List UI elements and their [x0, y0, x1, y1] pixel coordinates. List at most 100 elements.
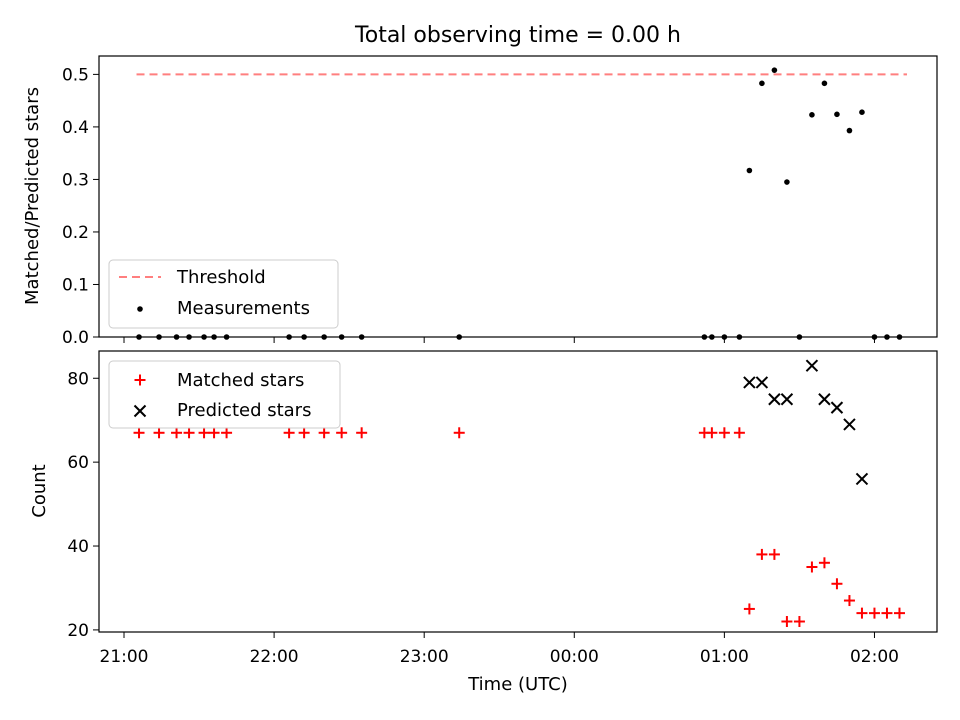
- top-y-axis-label: Matched/Predicted stars: [22, 87, 43, 305]
- measurement-point: [136, 334, 142, 340]
- legend-matched-label: Matched stars: [177, 370, 304, 391]
- matched-star-point: [298, 427, 310, 439]
- matched-star-point: [893, 607, 905, 619]
- measurement-point: [201, 334, 207, 340]
- matched-star-point: [153, 427, 165, 439]
- measurement-point: [784, 179, 790, 185]
- bottom-legend: Matched stars Predicted stars: [108, 360, 341, 429]
- predicted-star-point: [855, 472, 869, 486]
- measurement-point: [809, 112, 815, 118]
- measurement-point: [286, 334, 292, 340]
- measurement-point: [896, 334, 903, 340]
- predicted-star-point: [780, 393, 794, 406]
- matched-star-point: [171, 427, 183, 439]
- measurement-point: [709, 334, 715, 340]
- predicted-star-point: [768, 393, 781, 406]
- bottom-y-tick-label: 20: [67, 621, 89, 641]
- x-tick-label: 23:00: [400, 647, 449, 667]
- measurement-point: [301, 334, 307, 340]
- measurement-point: [338, 334, 345, 340]
- measurement-point: [771, 67, 778, 73]
- predicted-star-point: [755, 376, 769, 389]
- measurement-point: [321, 334, 327, 340]
- bottom-axes-frame: [98, 350, 938, 633]
- top-y-tick-label: 0.3: [62, 170, 89, 190]
- predicted-star-point: [830, 401, 844, 414]
- top-y-tick-label: 0.1: [62, 275, 89, 295]
- x-axis-label: Time (UTC): [467, 674, 568, 695]
- top-plot-area: 0.0 0.1 0.2 0.3 0.4 0.5 Threshold Measurements: [62, 55, 938, 348]
- matched-star-point: [706, 427, 718, 439]
- legend-measurements-swatch: [137, 306, 143, 312]
- matched-star-point: [133, 427, 145, 439]
- matched-star-point: [221, 427, 233, 439]
- matched-star-point: [356, 427, 368, 439]
- measurement-point: [759, 80, 765, 87]
- measurement-point: [223, 334, 230, 340]
- predicted-star-point: [805, 359, 819, 372]
- bottom-plot-area: 20 40 60 80 21:00 22:00 23:00 00:00 01:00 02:00 Ma…: [67, 350, 938, 667]
- matched-star-point: [718, 427, 730, 439]
- legend-predicted-swatch: [133, 404, 147, 418]
- legend-threshold-label: Threshold: [176, 267, 266, 288]
- measurement-point: [746, 167, 753, 174]
- top-axes-frame: [98, 55, 938, 338]
- measurement-point: [721, 334, 728, 340]
- legend-matched-swatch: [134, 374, 146, 386]
- measurement-point: [871, 334, 878, 340]
- matched-star-point: [743, 603, 755, 615]
- matched-star-point: [336, 427, 348, 439]
- bottom-y-axis-label: Count: [29, 464, 50, 517]
- bottom-y-tick-label: 60: [67, 453, 89, 473]
- predicted-star-point: [743, 376, 756, 389]
- measurement-point: [211, 334, 217, 340]
- matched-star-point: [781, 616, 793, 628]
- x-tick-label: 01:00: [700, 647, 749, 667]
- predicted-star-point: [818, 393, 831, 406]
- predicted-star-point: [843, 418, 856, 431]
- legend-predicted-label: Predicted stars: [177, 400, 311, 421]
- matched-star-point: [733, 427, 745, 439]
- top-chart-title: Total observing time = 0.00 h: [354, 23, 681, 48]
- matched-star-point: [283, 427, 295, 439]
- matched-star-point: [856, 607, 868, 619]
- measurement-point: [796, 334, 803, 340]
- top-legend: Threshold Measurements: [108, 259, 339, 329]
- matched-star-point: [793, 616, 805, 628]
- top-y-tick-label: 0.5: [62, 65, 89, 85]
- measurement-point: [358, 334, 365, 340]
- measurement-point: [456, 334, 463, 340]
- measurement-point: [846, 127, 853, 134]
- top-y-tick-label: 0.0: [62, 328, 89, 348]
- matched-star-point: [198, 427, 210, 439]
- bottom-y-tick-label: 40: [67, 537, 89, 557]
- measurement-point: [173, 334, 180, 340]
- matched-star-point: [831, 578, 843, 590]
- matched-star-point: [183, 427, 195, 439]
- matched-star-point: [768, 548, 780, 560]
- matched-star-point: [453, 427, 465, 439]
- matched-star-point: [868, 607, 880, 619]
- x-tick-label: 00:00: [550, 647, 599, 667]
- matched-star-point: [818, 557, 830, 569]
- matched-star-point: [881, 607, 893, 619]
- matched-star-point: [756, 548, 768, 560]
- measurement-point: [186, 334, 192, 340]
- top-y-tick-label: 0.2: [62, 223, 89, 243]
- matched-star-point: [208, 427, 220, 439]
- measurement-point: [701, 334, 708, 340]
- bottom-y-tick-label: 80: [67, 369, 89, 389]
- measurement-point: [884, 334, 890, 340]
- measurement-point: [736, 334, 743, 340]
- measurement-point: [859, 109, 865, 115]
- measurement-point: [156, 334, 162, 340]
- x-tick-label: 21:00: [100, 647, 149, 667]
- matched-star-point: [806, 561, 818, 573]
- top-y-tick-label: 0.4: [62, 118, 89, 138]
- legend-measurements-label: Measurements: [177, 298, 310, 319]
- measurement-point: [821, 80, 828, 87]
- measurement-point: [834, 111, 840, 118]
- x-tick-label: 22:00: [250, 647, 299, 667]
- matched-star-point: [843, 595, 855, 607]
